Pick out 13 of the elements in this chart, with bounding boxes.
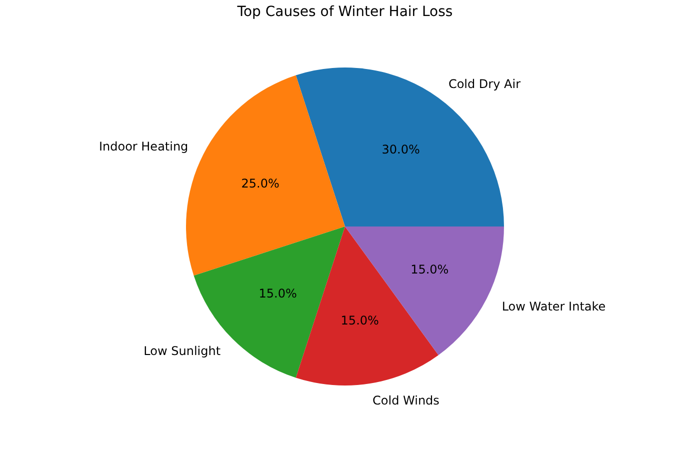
pie-slice [296, 68, 504, 226]
slice-label: Cold Winds [372, 393, 440, 408]
slice-label: Cold Dry Air [448, 77, 521, 92]
data-label: 15.0% [340, 313, 379, 328]
data-label: 30.0% [382, 142, 420, 157]
data-label: 15.0% [258, 286, 297, 301]
pie-slice [186, 75, 345, 276]
slice-label: Low Sunlight [144, 344, 221, 358]
slice-label: Indoor Heating [98, 140, 188, 154]
data-label: 15.0% [410, 262, 449, 277]
data-label: 25.0% [241, 176, 280, 190]
slice-label: Low Water Intake [502, 299, 606, 314]
chart-title: Top Causes of Winter Hair Loss [236, 4, 453, 20]
